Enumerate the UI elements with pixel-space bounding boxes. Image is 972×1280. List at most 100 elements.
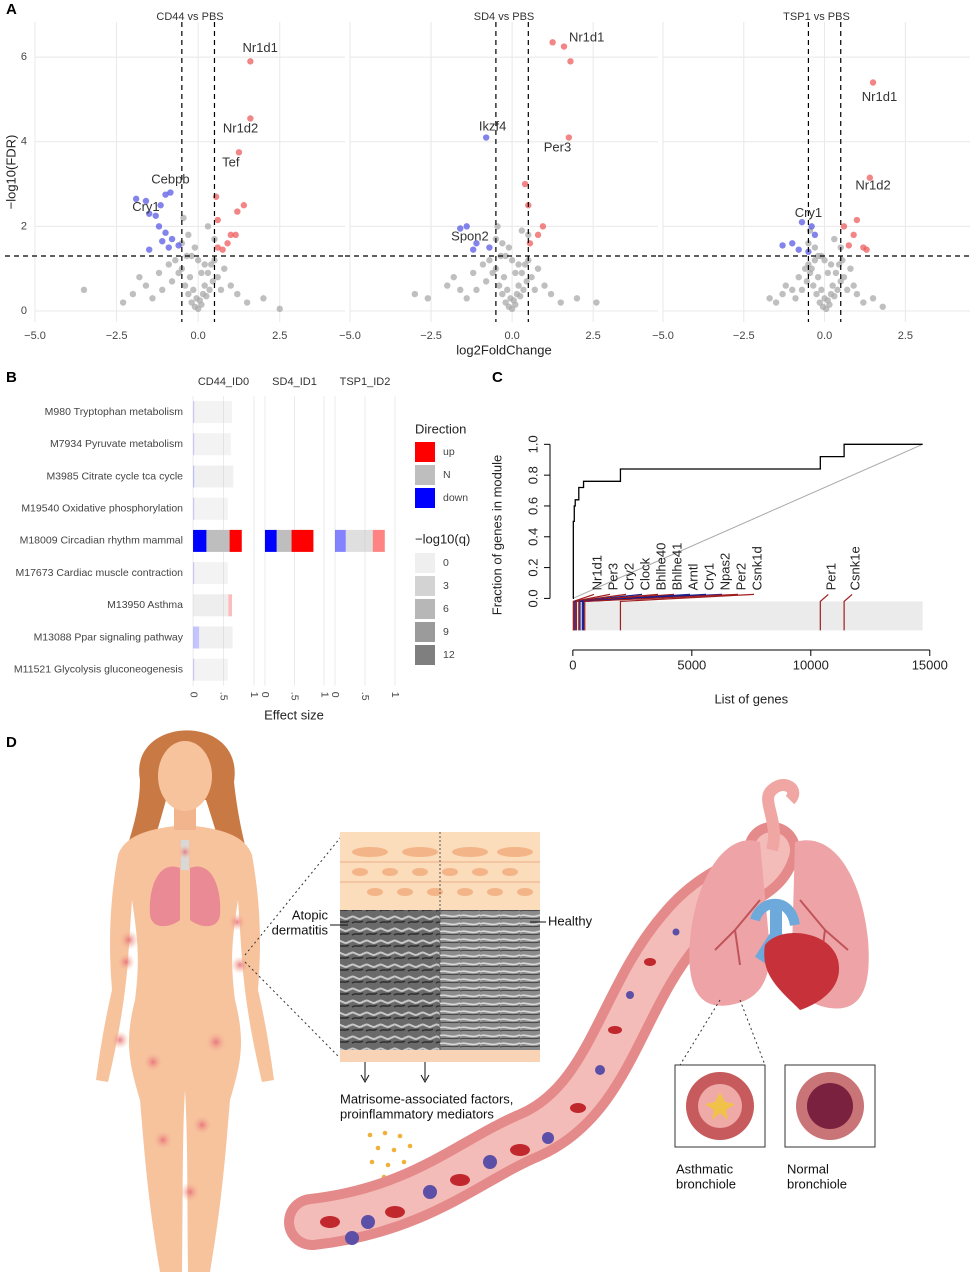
- spot: [111, 1031, 129, 1049]
- point: [526, 240, 534, 247]
- gene-label: Csnk1d: [749, 546, 764, 590]
- point: [792, 295, 799, 302]
- x-tick-label: 2.5: [272, 330, 287, 342]
- point: [573, 295, 581, 302]
- point: [502, 252, 509, 260]
- cell: [472, 868, 488, 876]
- gene-label: Bhlhe40: [653, 543, 668, 591]
- bar-segment: [264, 529, 277, 552]
- point: [203, 292, 210, 300]
- facet-title: TSP1_ID2: [340, 376, 391, 388]
- point: [808, 265, 815, 272]
- label: Asthmatic: [676, 1161, 734, 1176]
- point: [227, 231, 234, 239]
- point: [444, 282, 451, 289]
- white-cell: [423, 1185, 437, 1199]
- x-tick-label: 0.0: [504, 330, 519, 342]
- y-tick-label: 2: [21, 220, 27, 232]
- bar-segment: [194, 562, 228, 585]
- point: [860, 299, 867, 306]
- point: [149, 295, 156, 302]
- bar-segment: [193, 433, 195, 456]
- point: [866, 174, 874, 181]
- point: [190, 286, 197, 294]
- bar-segment: [193, 401, 195, 424]
- point: [879, 303, 886, 310]
- white-cell: [483, 1155, 497, 1169]
- point: [162, 229, 169, 236]
- x-tick-label: 0: [187, 692, 199, 698]
- gene-label: Cry1: [795, 205, 822, 220]
- point: [508, 257, 516, 264]
- point: [486, 257, 493, 264]
- point: [808, 223, 815, 230]
- point: [247, 115, 254, 122]
- point: [834, 286, 841, 294]
- row-label: M980 Tryptophan metabolism: [45, 406, 184, 418]
- red-cell: [450, 1174, 470, 1186]
- cell: [442, 868, 458, 876]
- dot: [401, 1159, 407, 1165]
- point: [779, 242, 786, 249]
- y-tick-label: 0.8: [525, 466, 540, 484]
- x-tick-label: 2.5: [898, 330, 913, 342]
- point: [557, 299, 564, 306]
- point: [214, 273, 221, 281]
- point: [136, 273, 143, 281]
- point: [779, 290, 786, 298]
- point: [869, 295, 877, 302]
- panel-title: SD4 vs PBS: [474, 11, 535, 23]
- gene-label: Spon2: [451, 228, 489, 243]
- point: [766, 295, 773, 302]
- point: [560, 43, 568, 50]
- point: [159, 237, 166, 245]
- gene-label: Clock: [637, 557, 652, 590]
- bar-segment: [193, 626, 200, 649]
- point: [227, 282, 234, 289]
- bar-segment: [193, 658, 195, 681]
- point: [512, 301, 519, 308]
- red-cell: [320, 1216, 340, 1228]
- row-label: M13088 Ppar signaling pathway: [34, 631, 184, 643]
- step-curve: [572, 443, 923, 600]
- gene-label: Per3: [544, 140, 571, 155]
- gene-label: Nr1d1: [569, 30, 604, 45]
- point: [504, 286, 511, 294]
- row-label: M3985 Citrate cycle tca cycle: [46, 470, 183, 482]
- point: [814, 252, 822, 260]
- bar-segment: [194, 465, 234, 488]
- point: [499, 290, 506, 298]
- point: [165, 261, 172, 268]
- spot: [153, 1130, 173, 1150]
- dot: [391, 1147, 397, 1153]
- cell: [497, 847, 533, 857]
- bar-segment: [345, 529, 373, 552]
- bar-segment: [193, 529, 207, 552]
- gene-label: Per2: [733, 563, 748, 590]
- point: [515, 282, 522, 289]
- legend-label: N: [443, 469, 451, 481]
- y-tick-label: 0.6: [525, 497, 540, 515]
- legend-label: up: [443, 446, 455, 458]
- bar-segment: [199, 626, 233, 649]
- cell: [452, 847, 488, 857]
- point: [204, 269, 212, 277]
- x-tick-label: 10000: [793, 657, 829, 672]
- point: [180, 214, 187, 222]
- point: [486, 244, 493, 251]
- point: [201, 282, 208, 289]
- point: [424, 295, 432, 302]
- bar-segment: [276, 529, 292, 552]
- point: [826, 301, 833, 308]
- spot: [192, 1115, 212, 1135]
- point: [565, 134, 573, 141]
- legend-swatch: [415, 442, 435, 462]
- x-tick-label: 1: [248, 692, 260, 698]
- point: [276, 305, 283, 313]
- point: [219, 246, 226, 253]
- white-cell: [361, 1215, 375, 1229]
- mucus: [705, 1092, 735, 1120]
- bar-segment: [206, 529, 230, 552]
- cell: [352, 847, 388, 857]
- panel-label: D: [6, 734, 17, 751]
